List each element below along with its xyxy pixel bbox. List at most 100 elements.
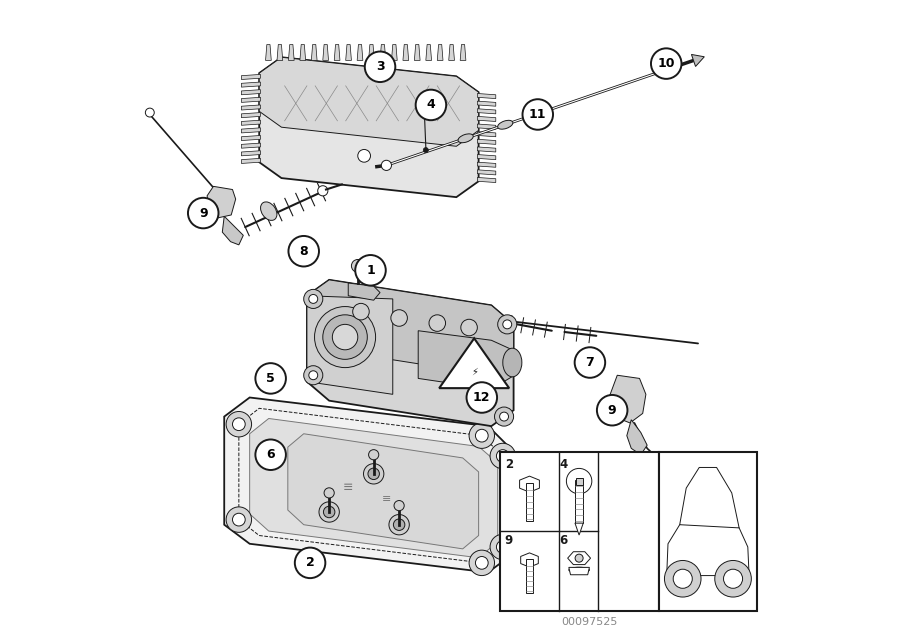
Polygon shape [519, 476, 539, 492]
Text: 9: 9 [505, 534, 513, 547]
Polygon shape [477, 147, 496, 152]
Polygon shape [346, 45, 351, 60]
Circle shape [314, 307, 375, 368]
Ellipse shape [661, 62, 679, 75]
Circle shape [475, 429, 488, 442]
Circle shape [226, 507, 252, 532]
Polygon shape [241, 120, 260, 125]
Text: 9: 9 [608, 404, 616, 417]
Polygon shape [307, 280, 514, 426]
Circle shape [332, 324, 358, 350]
Polygon shape [667, 515, 749, 576]
Circle shape [295, 548, 325, 578]
Text: 5: 5 [266, 372, 275, 385]
Text: 9: 9 [199, 207, 208, 219]
Polygon shape [477, 170, 496, 175]
Polygon shape [575, 523, 583, 535]
Text: 2: 2 [505, 458, 513, 471]
Circle shape [479, 314, 488, 322]
Circle shape [715, 560, 752, 597]
Text: 8: 8 [300, 245, 308, 258]
Circle shape [500, 412, 508, 421]
Polygon shape [477, 139, 496, 144]
Polygon shape [426, 45, 432, 60]
Ellipse shape [458, 134, 473, 142]
Polygon shape [334, 45, 340, 60]
Circle shape [497, 541, 509, 553]
Circle shape [289, 236, 319, 266]
Polygon shape [241, 113, 260, 118]
Polygon shape [357, 45, 363, 60]
Polygon shape [307, 296, 392, 394]
Polygon shape [323, 45, 328, 60]
Ellipse shape [498, 120, 513, 129]
Polygon shape [477, 116, 496, 121]
Circle shape [466, 382, 497, 413]
Polygon shape [380, 45, 386, 60]
Circle shape [724, 569, 742, 588]
Circle shape [324, 488, 334, 498]
Circle shape [394, 501, 404, 511]
Text: 3: 3 [375, 60, 384, 73]
Circle shape [423, 148, 428, 153]
Polygon shape [288, 434, 479, 549]
Polygon shape [241, 151, 260, 156]
Polygon shape [241, 143, 260, 148]
Circle shape [664, 560, 701, 597]
Circle shape [303, 289, 323, 308]
Polygon shape [307, 280, 514, 375]
Circle shape [309, 371, 318, 380]
Circle shape [256, 439, 286, 470]
Polygon shape [241, 82, 260, 87]
Polygon shape [222, 216, 243, 245]
Circle shape [318, 186, 328, 196]
Polygon shape [626, 420, 647, 455]
Circle shape [358, 149, 371, 162]
Bar [526, 559, 533, 593]
Bar [526, 483, 534, 522]
Polygon shape [241, 90, 260, 95]
Text: 10: 10 [658, 57, 675, 70]
Polygon shape [568, 551, 590, 565]
Text: 4: 4 [427, 99, 436, 111]
Circle shape [323, 315, 367, 359]
Circle shape [323, 506, 335, 518]
Ellipse shape [261, 202, 277, 221]
Polygon shape [266, 45, 271, 60]
Text: 00097525: 00097525 [562, 617, 618, 627]
Circle shape [364, 464, 384, 484]
Circle shape [494, 407, 514, 426]
Polygon shape [477, 162, 496, 167]
Polygon shape [437, 45, 443, 60]
Text: ⚡: ⚡ [471, 367, 478, 377]
Circle shape [319, 502, 339, 522]
Circle shape [461, 319, 477, 336]
Polygon shape [259, 57, 479, 197]
Circle shape [364, 52, 395, 82]
Polygon shape [207, 186, 236, 218]
Ellipse shape [569, 567, 590, 573]
Bar [500, 452, 659, 611]
Circle shape [356, 255, 386, 286]
Polygon shape [418, 331, 512, 389]
Text: 6: 6 [560, 534, 568, 547]
Ellipse shape [503, 348, 522, 377]
Text: 7: 7 [586, 356, 594, 369]
Polygon shape [477, 155, 496, 160]
Polygon shape [241, 128, 260, 133]
Circle shape [491, 534, 516, 560]
Circle shape [491, 443, 516, 469]
Polygon shape [369, 45, 374, 60]
Text: 1: 1 [366, 264, 375, 277]
Polygon shape [680, 467, 739, 528]
Polygon shape [348, 283, 380, 300]
Text: 4: 4 [560, 458, 568, 471]
Polygon shape [477, 177, 496, 183]
Text: 2: 2 [306, 556, 314, 569]
Circle shape [469, 550, 494, 576]
Polygon shape [477, 132, 496, 137]
Circle shape [698, 495, 706, 504]
Polygon shape [392, 45, 397, 60]
Text: ≡: ≡ [343, 481, 354, 494]
Polygon shape [277, 45, 283, 60]
